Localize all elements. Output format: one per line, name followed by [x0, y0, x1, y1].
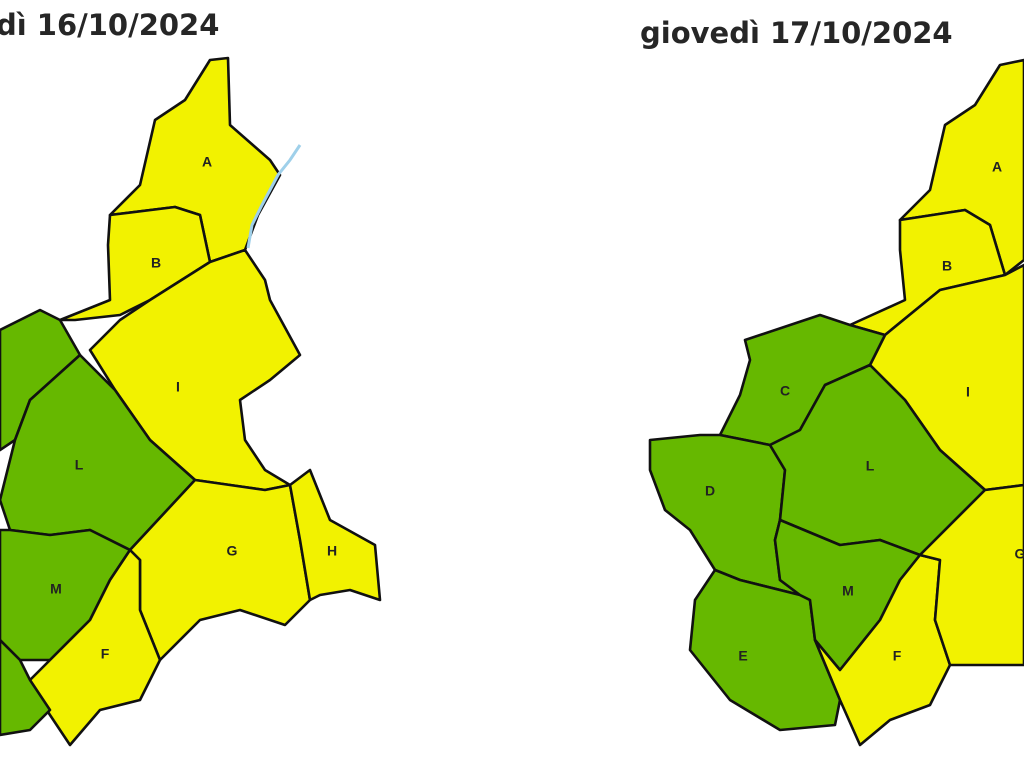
zone-label-a: A: [202, 154, 212, 170]
zone-b-yellow: [58, 205, 212, 322]
zone-label-g: G: [1015, 546, 1024, 562]
zone-label-g: G: [227, 543, 238, 559]
map-date-title-2: giovedì 17/10/2024: [640, 16, 953, 50]
zone-e-green: [0, 638, 52, 737]
zone-label-m: M: [50, 581, 62, 597]
lake-maggiore: [246, 144, 302, 249]
alert-map-2: A B I C D E L M F G: [648, 58, 1024, 747]
zone-label-i: I: [966, 384, 970, 400]
zone-g-yellow: [918, 483, 1024, 667]
alert-map-1: A B I L G H M F: [0, 56, 382, 747]
zone-label-m: M: [842, 583, 854, 599]
zone-label-c: C: [780, 383, 790, 399]
zone-f-yellow: [28, 548, 162, 747]
zone-label-h: H: [327, 543, 337, 559]
zone-label-l: L: [866, 458, 875, 474]
zone-h-yellow: [288, 468, 382, 602]
zone-e-green: [688, 568, 842, 732]
zone-label-b: B: [942, 258, 952, 274]
zone-label-b: B: [151, 255, 161, 271]
zone-label-a: A: [992, 159, 1002, 175]
zone-label-d: D: [705, 483, 715, 499]
zone-label-l: L: [75, 457, 84, 473]
zone-label-e: E: [738, 648, 747, 664]
zone-label-f: F: [101, 646, 110, 662]
zone-label-f: F: [893, 648, 902, 664]
map-date-title-1: dì 16/10/2024: [0, 8, 220, 42]
zone-label-i: I: [176, 379, 180, 395]
